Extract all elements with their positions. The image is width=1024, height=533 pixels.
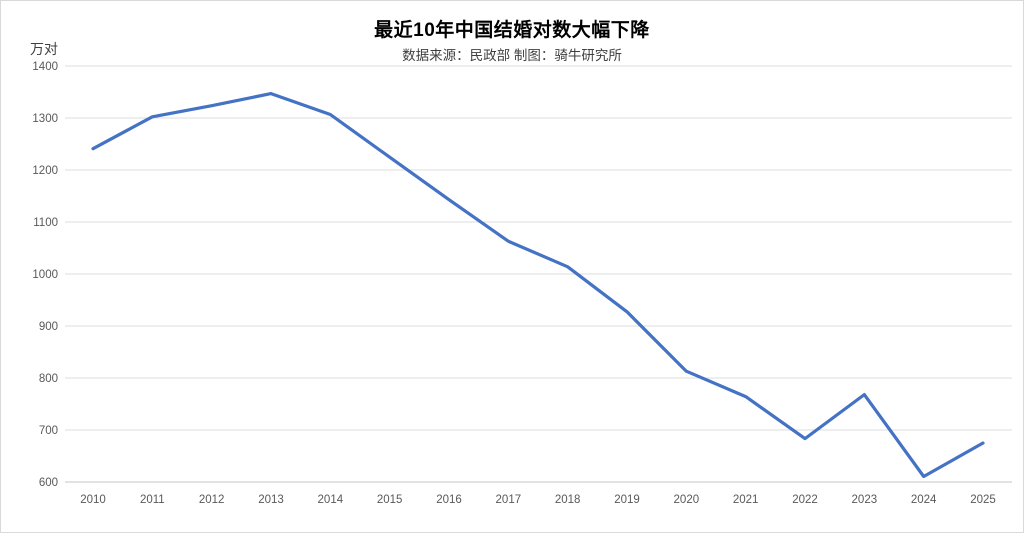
x-tick-label: 2018 [555,494,581,506]
x-tick-label: 2016 [436,494,462,506]
y-tick-label: 1400 [32,61,58,73]
x-tick-label: 2021 [733,494,759,506]
chart-subtitle: 数据来源：民政部 制图：骑牛研究所 [402,48,622,63]
x-tick-label: 2019 [614,494,640,506]
y-tick-label: 1300 [32,113,58,125]
x-tick-label: 2025 [970,494,996,506]
y-tick-label: 600 [39,477,58,489]
x-tick-label: 2024 [911,494,937,506]
x-tick-label: 2014 [318,494,344,506]
x-tick-label: 2017 [496,494,522,506]
y-tick-label: 700 [39,425,58,437]
x-tick-label: 2023 [852,494,878,506]
x-tick-label: 2022 [792,494,818,506]
y-tick-label: 1100 [33,217,58,229]
x-tick-label: 2013 [258,494,284,506]
chart-title: 最近10年中国结婚对数大幅下降 [374,20,650,41]
y-axis-unit-label: 万对 [30,41,58,57]
y-tick-label: 1000 [32,269,58,281]
x-tick-label: 2011 [140,494,165,506]
y-tick-label: 900 [39,321,58,333]
x-tick-label: 2010 [80,494,106,506]
x-tick-label: 2015 [377,494,403,506]
y-tick-label: 1200 [32,165,58,177]
x-tick-label: 2020 [674,494,700,506]
marriage-count-line [91,91,985,479]
x-tick-label: 2012 [199,494,225,506]
y-tick-label: 800 [39,373,58,385]
